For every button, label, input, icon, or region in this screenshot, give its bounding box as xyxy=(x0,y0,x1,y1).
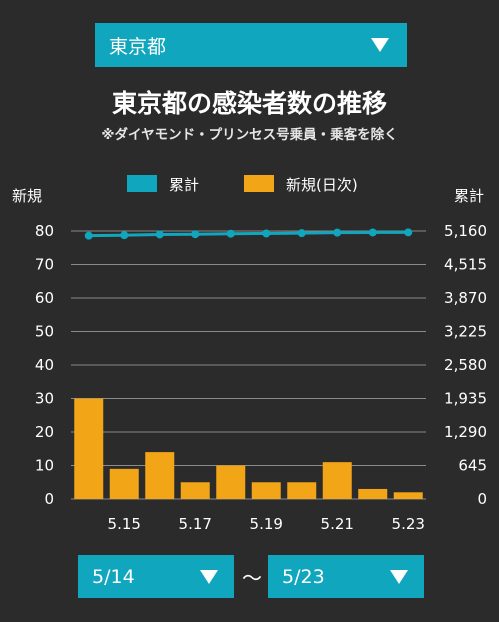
bar-new-cases xyxy=(322,462,352,499)
point-cumulative xyxy=(84,231,93,240)
legend-swatch-cumulative xyxy=(127,175,157,192)
bar-new-cases xyxy=(74,398,104,499)
left-axis-tick-label: 60 xyxy=(35,289,54,307)
left-axis-tick-label: 70 xyxy=(35,256,54,274)
line-cumulative xyxy=(88,230,409,238)
right-axis-tick-label: 1,935 xyxy=(444,390,487,408)
left-axis-title: 新規 xyxy=(12,187,42,205)
prefecture-select-value: 東京都 xyxy=(109,35,167,58)
right-axis-tick-label: 3,870 xyxy=(444,289,487,307)
chart-title: 東京都の感染者数の推移 xyxy=(111,89,387,118)
bar-new-cases xyxy=(393,492,423,499)
triangle-down-icon xyxy=(200,569,218,584)
right-axis-tick-label: 0 xyxy=(477,490,487,508)
range-separator: 〜 xyxy=(242,566,262,590)
bar-new-cases xyxy=(251,482,281,499)
left-axis-tick-label: 20 xyxy=(35,423,54,441)
prefecture-select[interactable]: 東京都 xyxy=(95,23,407,67)
point-cumulative xyxy=(120,231,129,240)
chart: 累計 新規(日次) 新規 累計 0 0 10 645 20 1,290 30 1,935 40 2,580… xyxy=(12,175,487,533)
right-axis-tick-label: 2,580 xyxy=(444,356,487,374)
end-date-value: 5/23 xyxy=(282,565,325,588)
start-date-value: 5/14 xyxy=(92,565,135,588)
x-axis-tick-label: 5.23 xyxy=(392,515,425,533)
left-axis-tick-label: 40 xyxy=(35,356,54,374)
triangle-down-icon xyxy=(371,38,389,52)
left-axis-tick-label: 30 xyxy=(35,390,54,408)
legend-label-new: 新規(日次) xyxy=(286,176,358,194)
x-axis-tick-label: 5.21 xyxy=(321,515,354,533)
right-axis-tick-label: 5,160 xyxy=(444,222,487,240)
legend-swatch-new xyxy=(244,175,274,192)
triangle-down-icon xyxy=(390,569,408,584)
bar-new-cases xyxy=(145,452,175,499)
left-axis-tick-label: 0 xyxy=(44,490,54,508)
point-cumulative xyxy=(155,230,164,239)
right-axis-title: 累計 xyxy=(454,187,484,205)
start-date-select[interactable]: 5/14 xyxy=(78,555,234,598)
left-axis-tick-label: 80 xyxy=(35,222,54,240)
right-axis-tick-label: 4,515 xyxy=(444,256,487,274)
point-cumulative xyxy=(297,229,306,238)
chart-subtitle: ※ダイヤモンド・プリンセス号乗員・乗客を除く xyxy=(101,127,398,143)
right-axis-tick-label: 3,225 xyxy=(444,323,487,341)
point-cumulative xyxy=(404,228,413,237)
bar-new-cases xyxy=(358,488,388,499)
right-axis-tick-label: 645 xyxy=(458,457,487,475)
bar-new-cases xyxy=(180,482,210,499)
bar-new-cases xyxy=(109,468,139,499)
point-cumulative xyxy=(262,229,271,238)
x-axis-tick-label: 5.17 xyxy=(179,515,212,533)
point-cumulative xyxy=(333,228,342,237)
legend-label-cumulative: 累計 xyxy=(169,176,199,194)
point-cumulative xyxy=(191,230,200,239)
right-axis-tick-label: 1,290 xyxy=(444,423,487,441)
x-axis-tick-label: 5.15 xyxy=(108,515,141,533)
left-axis-tick-label: 50 xyxy=(35,323,54,341)
bar-new-cases xyxy=(287,482,317,499)
bar-new-cases xyxy=(216,465,246,499)
end-date-select[interactable]: 5/23 xyxy=(268,555,424,598)
point-cumulative xyxy=(226,229,235,238)
left-axis-tick-label: 10 xyxy=(35,457,54,475)
x-axis-tick-label: 5.19 xyxy=(250,515,283,533)
point-cumulative xyxy=(368,228,377,237)
